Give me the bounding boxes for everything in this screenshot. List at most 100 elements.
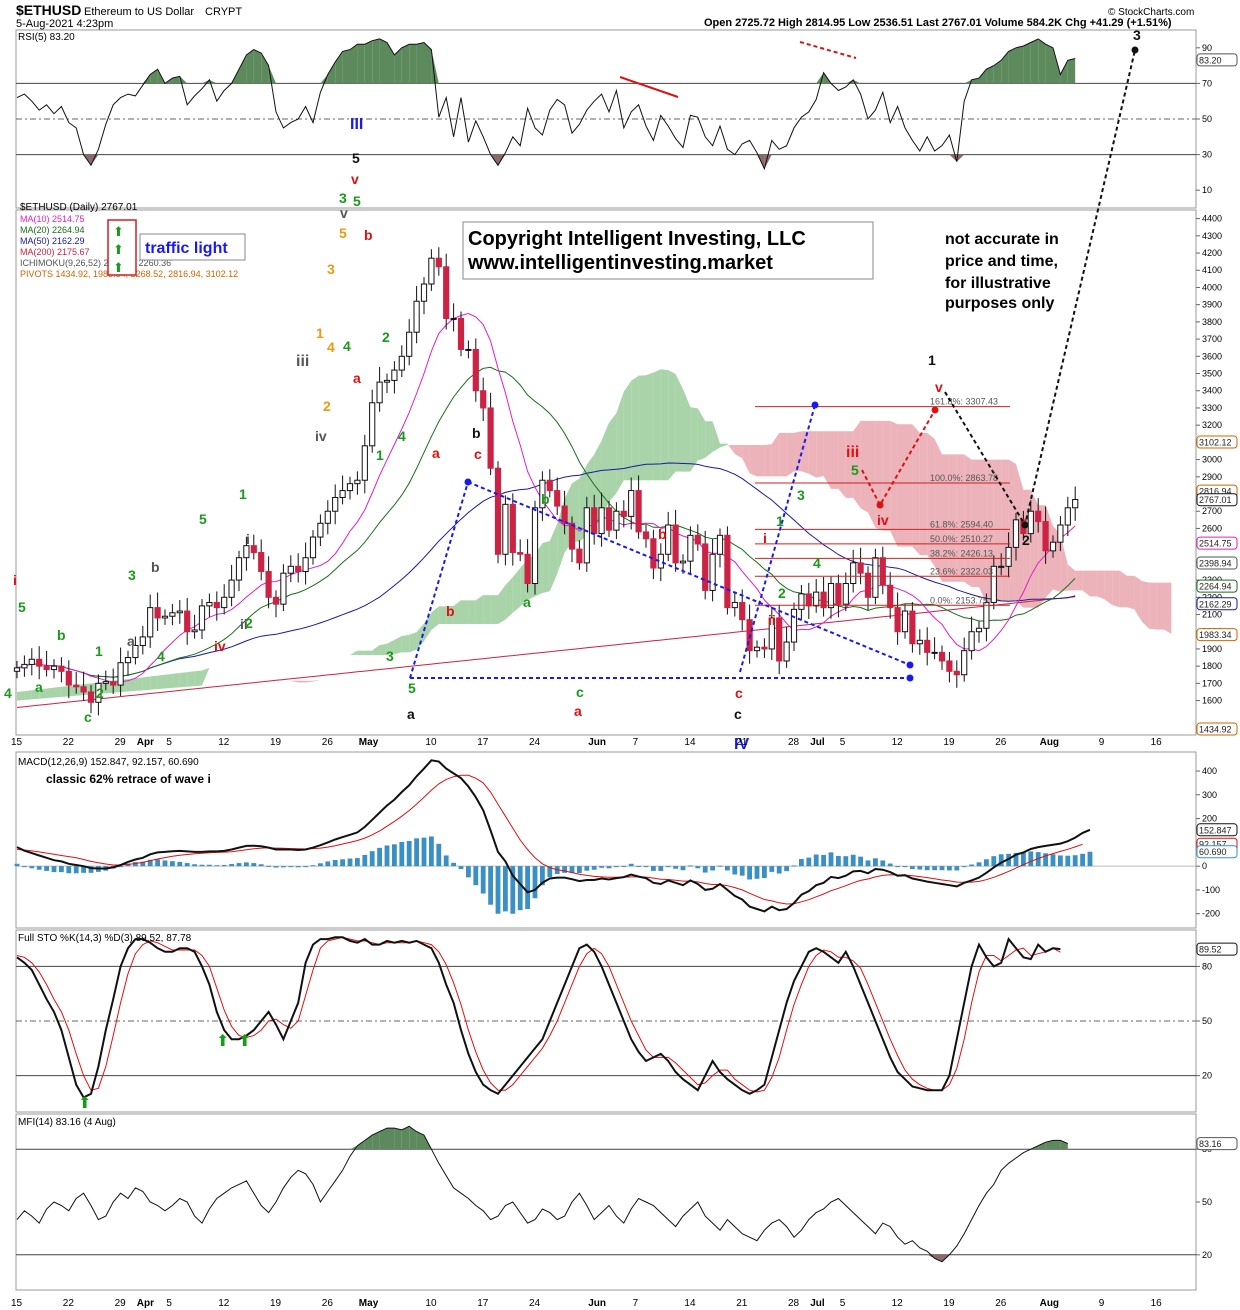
macd-title: MACD(12,26,9) 152.847, 92.157, 60.690 (18, 757, 199, 768)
price-right-label-box (1196, 435, 1238, 449)
ichimoku-cloud-bull (31, 689, 40, 700)
macd-hist-bar (325, 861, 331, 867)
price-right-label-box (1196, 493, 1238, 507)
ichimoku-cloud-bull (135, 677, 143, 691)
candle-down (909, 610, 916, 645)
macd-hist-bar (725, 866, 730, 871)
wave-label: iv (877, 512, 889, 528)
macd-right-label-box (1196, 823, 1238, 837)
wave-label: 1 (316, 325, 324, 341)
price-panel-tick-label: 1800 (1202, 661, 1222, 671)
ichimoku-cloud-bull (372, 645, 380, 655)
rsi-overbought-fill (845, 79, 854, 84)
macd-hist-bar (606, 866, 612, 869)
macd-hist-bar (517, 866, 523, 911)
ichimoku-cloud-bull (142, 676, 151, 691)
rsi-overbought-fill (431, 49, 439, 84)
price-x-tick-label: 15 (11, 737, 23, 748)
price-legend-item: MA(10) 2514.75 (20, 214, 85, 224)
macd-hist-bar (769, 866, 775, 872)
wave-label: 1 (776, 513, 784, 529)
mfi-oversold-fill (927, 1254, 935, 1259)
mfi-overbought-fill (387, 1128, 395, 1150)
price-right-label-box (1196, 628, 1238, 642)
ichimoku-cloud-bear (860, 420, 868, 513)
disclaimer: not accurate in price and time, for illu… (945, 231, 1059, 312)
candle-up (716, 534, 724, 555)
rsi-overbought-fill (150, 69, 158, 84)
price-panel-tick-label: 2600 (1202, 523, 1222, 533)
macd-hist-bar (806, 857, 812, 867)
ichimoku-cloud-bull (512, 568, 521, 613)
macd-hist-bar (799, 859, 804, 867)
candle-up (931, 651, 938, 654)
candle-up (198, 605, 206, 631)
candle-up (783, 641, 790, 662)
ichimoku-cloud-bear (1119, 570, 1127, 608)
candle-down (457, 317, 465, 350)
candle-down (946, 660, 953, 672)
ichimoku-cloud-bull (364, 650, 373, 655)
candle-up (531, 507, 539, 585)
candle-up (975, 627, 983, 633)
candle-up (798, 593, 805, 610)
bottom-x-tick-label: 5 (166, 1298, 172, 1309)
candle-down (494, 467, 502, 555)
candle-down (620, 510, 627, 517)
macd-hist-bar (36, 866, 42, 870)
wave-label: III (350, 116, 363, 133)
candle-up (369, 402, 376, 447)
macd-panel-tick-label: 200 (1202, 814, 1217, 824)
rsi-overbought-fill (409, 44, 417, 84)
macd-hist-bar (399, 841, 405, 867)
price-panel-tick-label: 4300 (1202, 231, 1222, 241)
wave-label: ii (768, 612, 776, 628)
candle-down (472, 348, 479, 392)
rsi-oversold-fill (91, 154, 99, 166)
macd-hist-bar (147, 859, 153, 867)
candle-up (13, 667, 21, 672)
candle-up (1064, 507, 1071, 526)
ichimoku-cloud-bull (157, 674, 165, 690)
candle-up (502, 503, 509, 555)
macd-hist-bar (73, 866, 79, 874)
candle-down (672, 524, 679, 564)
candle-up (413, 300, 420, 333)
price-panel-tick-label: 2900 (1202, 472, 1222, 482)
price-x-tick-label: 12 (892, 737, 904, 748)
candle-down (835, 583, 842, 605)
bottom-x-tick-label: Jul (810, 1298, 825, 1309)
candle-down (879, 557, 886, 586)
fib-level-label: 0.0%: 2153.75 (930, 595, 988, 605)
ichimoku-cloud-bear (1141, 580, 1150, 629)
ichimoku-cloud-bear (845, 431, 854, 498)
price-panel-tick-label: 1700 (1202, 678, 1222, 688)
ichimoku-cloud-bull (438, 606, 447, 624)
macd-hist-bar (14, 863, 20, 867)
candle-up (628, 490, 635, 517)
macd-hist-bar (1058, 855, 1063, 867)
price-title: $ETHUSD (Daily) 2767.01 (20, 202, 138, 213)
candle-up (968, 631, 975, 652)
rsi-overbought-fill (327, 62, 336, 84)
price-panel-tick-label: 4400 (1202, 214, 1222, 224)
mfi-overbought-fill (372, 1131, 380, 1150)
macd-right-label: 152.847 (1199, 825, 1232, 835)
ichimoku-cloud-bull (668, 370, 676, 481)
arrow-head-icon (1131, 46, 1139, 54)
candle-down (250, 545, 257, 554)
price-panel-tick-label: 3700 (1202, 334, 1222, 344)
macd-hist-bar (288, 866, 294, 868)
macd-hist-bar (850, 854, 856, 867)
macd-hist-bar (577, 866, 582, 874)
macd-hist-bar (318, 863, 323, 867)
macd-hist-bar (791, 865, 797, 867)
sto-panel-tick-label: 80 (1202, 961, 1212, 971)
wave-label: 2 (778, 585, 786, 601)
price-right-label: 2767.01 (1199, 495, 1232, 505)
rsi-overbought-fill (1030, 38, 1039, 84)
ichimoku-cloud-bear (734, 444, 743, 459)
macd-hist-bar (547, 866, 553, 878)
rsi-overbought-fill (971, 78, 979, 84)
wave-label: a (574, 703, 582, 719)
